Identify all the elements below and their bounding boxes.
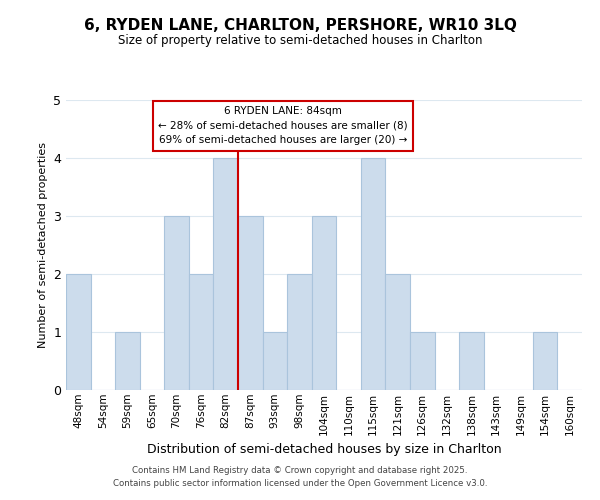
Text: Size of property relative to semi-detached houses in Charlton: Size of property relative to semi-detach… bbox=[118, 34, 482, 47]
X-axis label: Distribution of semi-detached houses by size in Charlton: Distribution of semi-detached houses by … bbox=[146, 443, 502, 456]
Text: 6 RYDEN LANE: 84sqm
← 28% of semi-detached houses are smaller (8)
69% of semi-de: 6 RYDEN LANE: 84sqm ← 28% of semi-detach… bbox=[158, 106, 407, 146]
Bar bbox=[361, 158, 385, 390]
Bar bbox=[189, 274, 214, 390]
Bar bbox=[164, 216, 189, 390]
Bar bbox=[385, 274, 410, 390]
Bar bbox=[66, 274, 91, 390]
Bar bbox=[214, 158, 238, 390]
Bar bbox=[312, 216, 336, 390]
Bar bbox=[238, 216, 263, 390]
Text: 6, RYDEN LANE, CHARLTON, PERSHORE, WR10 3LQ: 6, RYDEN LANE, CHARLTON, PERSHORE, WR10 … bbox=[83, 18, 517, 32]
Bar bbox=[410, 332, 434, 390]
Bar bbox=[287, 274, 312, 390]
Bar bbox=[533, 332, 557, 390]
Bar bbox=[115, 332, 140, 390]
Y-axis label: Number of semi-detached properties: Number of semi-detached properties bbox=[38, 142, 47, 348]
Text: Contains HM Land Registry data © Crown copyright and database right 2025.
Contai: Contains HM Land Registry data © Crown c… bbox=[113, 466, 487, 487]
Bar bbox=[263, 332, 287, 390]
Bar bbox=[459, 332, 484, 390]
